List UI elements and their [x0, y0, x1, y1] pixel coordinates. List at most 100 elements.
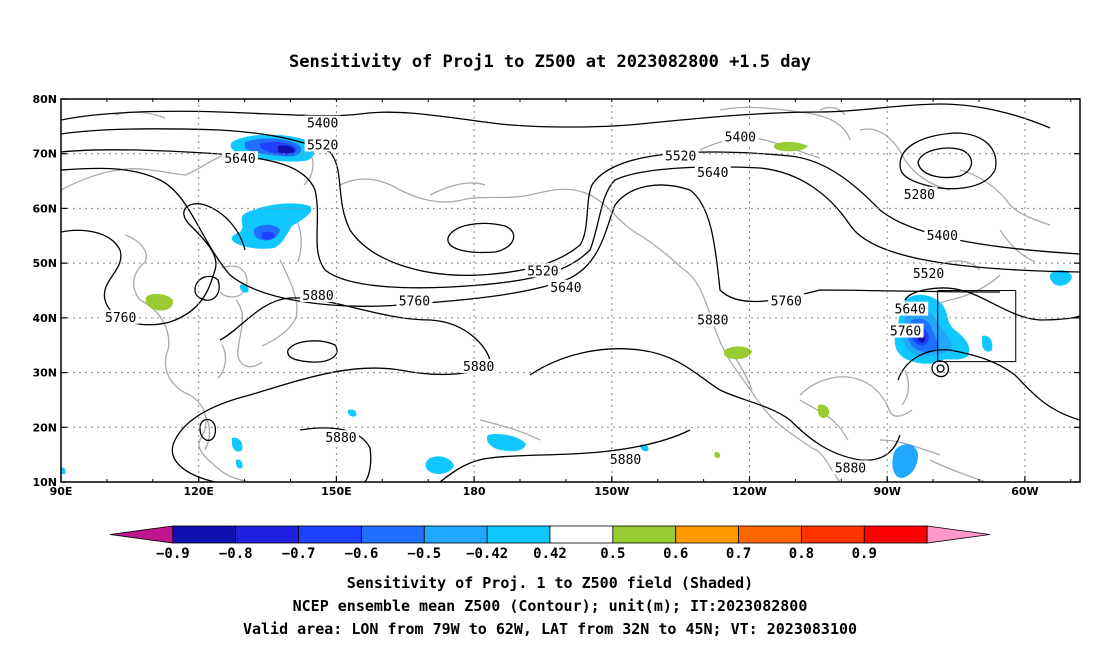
- colorbar-swatch: [863, 525, 928, 544]
- contour-label: 5760: [890, 325, 921, 340]
- colorbar-label: 0.6: [663, 546, 688, 562]
- colorbar-label: 0.5: [600, 546, 625, 562]
- contour-label-bg: [300, 287, 337, 302]
- contour-label: 5760: [399, 294, 430, 309]
- lat-tick-label: 60N: [32, 202, 57, 215]
- lon-tick-label: 150W: [594, 485, 629, 498]
- colorbar-swatch: [486, 525, 551, 544]
- contour-label: 5880: [325, 431, 356, 446]
- colorbar-swatch: [738, 525, 802, 544]
- lon-tick-label: 90E: [50, 485, 73, 498]
- colorbar-swatch: [172, 525, 237, 544]
- contour-label-bg: [887, 323, 924, 338]
- contour-low-north-pacific: [447, 222, 515, 254]
- contour-label-bg: [524, 263, 561, 278]
- contour-label: 5280: [904, 188, 935, 203]
- colorbar-swatch: [235, 525, 299, 544]
- contour-label-bg: [722, 129, 759, 144]
- contour-label: 5520: [527, 264, 558, 279]
- colorbar-swatch: [423, 525, 488, 544]
- lat-tick-label: 80N: [32, 93, 57, 106]
- contour-label-bg: [694, 312, 731, 327]
- colorbar-label: −0.8: [219, 546, 253, 562]
- contour-closed-small: [194, 275, 220, 301]
- contour-label-bg: [396, 293, 433, 308]
- contour-label-bg: [662, 148, 699, 163]
- colorbar-arrow-right: [926, 525, 991, 544]
- contour-label: 5640: [895, 303, 926, 318]
- contour-label-bg: [768, 293, 805, 308]
- lat-tick-label: 70N: [32, 148, 57, 161]
- contour-closed-philippines: [199, 418, 217, 442]
- colorbar-arrow-left: [109, 525, 174, 544]
- contour-label: 5880: [302, 289, 333, 304]
- colorbar: −0.9 −0.8 −0.7 −0.6 −0.5 −0.42 0.42 0.5 0.6 0.7 0.…: [109, 525, 991, 562]
- colorbar-label: 0.7: [726, 546, 751, 562]
- contour-label: 5640: [224, 152, 255, 167]
- contour-label: 5880: [463, 360, 494, 375]
- contour-label: 5400: [307, 117, 338, 132]
- contour-label-bg: [222, 151, 259, 166]
- lon-tick-label: 150E: [321, 485, 351, 498]
- graticule: [61, 99, 1080, 482]
- lat-tick-label: 40N: [32, 312, 57, 325]
- colorbar-swatch: [612, 525, 677, 544]
- colorbar-label: −0.6: [345, 546, 379, 562]
- lon-tick-label: 60W: [1011, 485, 1038, 498]
- colorbar-label: 0.42: [533, 546, 567, 562]
- map-panel: 5400540055205520564056405280540055205640…: [32, 93, 1081, 498]
- contour-label: 5520: [307, 139, 338, 154]
- contour-5880-south: [439, 429, 691, 482]
- colorbar-label: −0.9: [156, 546, 190, 562]
- contour-label: 5520: [913, 267, 944, 282]
- contour-label-bg: [694, 164, 731, 179]
- contour-label: 5880: [697, 314, 728, 329]
- contour-5760-left: [61, 203, 246, 326]
- colorbar-label: −0.5: [407, 546, 441, 562]
- contour-label-bg: [892, 301, 929, 316]
- latitude-ticks: 10N 20N 30N 40N 50N 60N 70N 80N: [32, 93, 1080, 489]
- colorbar-swatch: [801, 525, 865, 544]
- lat-tick-label: 30N: [32, 367, 57, 380]
- contour-5400: [61, 103, 1051, 129]
- colorbar-label: 0.9: [852, 546, 877, 562]
- contour-label: 5880: [610, 453, 641, 468]
- contour-label-bg: [304, 115, 341, 130]
- lat-tick-label: 20N: [32, 421, 57, 434]
- contour-label-bg: [924, 227, 961, 242]
- contour-atlantic-trough: [904, 287, 1080, 321]
- contour-label: 5880: [835, 461, 866, 476]
- contour-label: 5760: [771, 294, 802, 309]
- contour-label-bg: [910, 266, 947, 281]
- contour-label: 5400: [725, 130, 756, 145]
- contour-closed-atlantic-inner: [936, 364, 945, 373]
- contour-label-bg: [304, 137, 341, 152]
- lon-tick-label: 180: [463, 485, 486, 498]
- contour-label-bg: [547, 279, 584, 294]
- lon-tick-label: 120E: [183, 485, 213, 498]
- longitude-ticks: 90E 120E 150E 180 150W 120W 90W 60W: [50, 99, 1072, 498]
- colorbar-swatch: [361, 525, 425, 544]
- map-frame: [60, 98, 1081, 483]
- lat-tick-label: 10N: [32, 476, 57, 489]
- contour-label: 5640: [550, 281, 581, 296]
- footer-line-1: Sensitivity of Proj. 1 to Z500 field (Sh…: [347, 574, 753, 592]
- lon-tick-label: 120W: [732, 485, 767, 498]
- contour-5520: [61, 128, 1080, 276]
- contour-closed-sea: [287, 340, 338, 363]
- colorbar-swatch: [298, 525, 362, 544]
- contour-atlantic-ridge: [897, 349, 1080, 421]
- contour-label-bg: [322, 430, 359, 445]
- footer-line-2: NCEP ensemble mean Z500 (Contour); unit(…: [293, 597, 808, 615]
- contour-label-bg: [102, 309, 139, 324]
- contour-5880-west: [299, 427, 372, 482]
- contour-label-bg: [460, 359, 497, 374]
- valid-area-box: [937, 290, 1017, 363]
- contour-label: 5640: [697, 166, 728, 181]
- colorbar-swatch: [549, 525, 614, 544]
- colorbar-label: −0.42: [466, 546, 508, 562]
- contour-label: 5760: [105, 311, 136, 326]
- contour-5280-low: [899, 132, 997, 190]
- contour-labels: 5400540055205520564056405280540055205640…: [102, 115, 961, 476]
